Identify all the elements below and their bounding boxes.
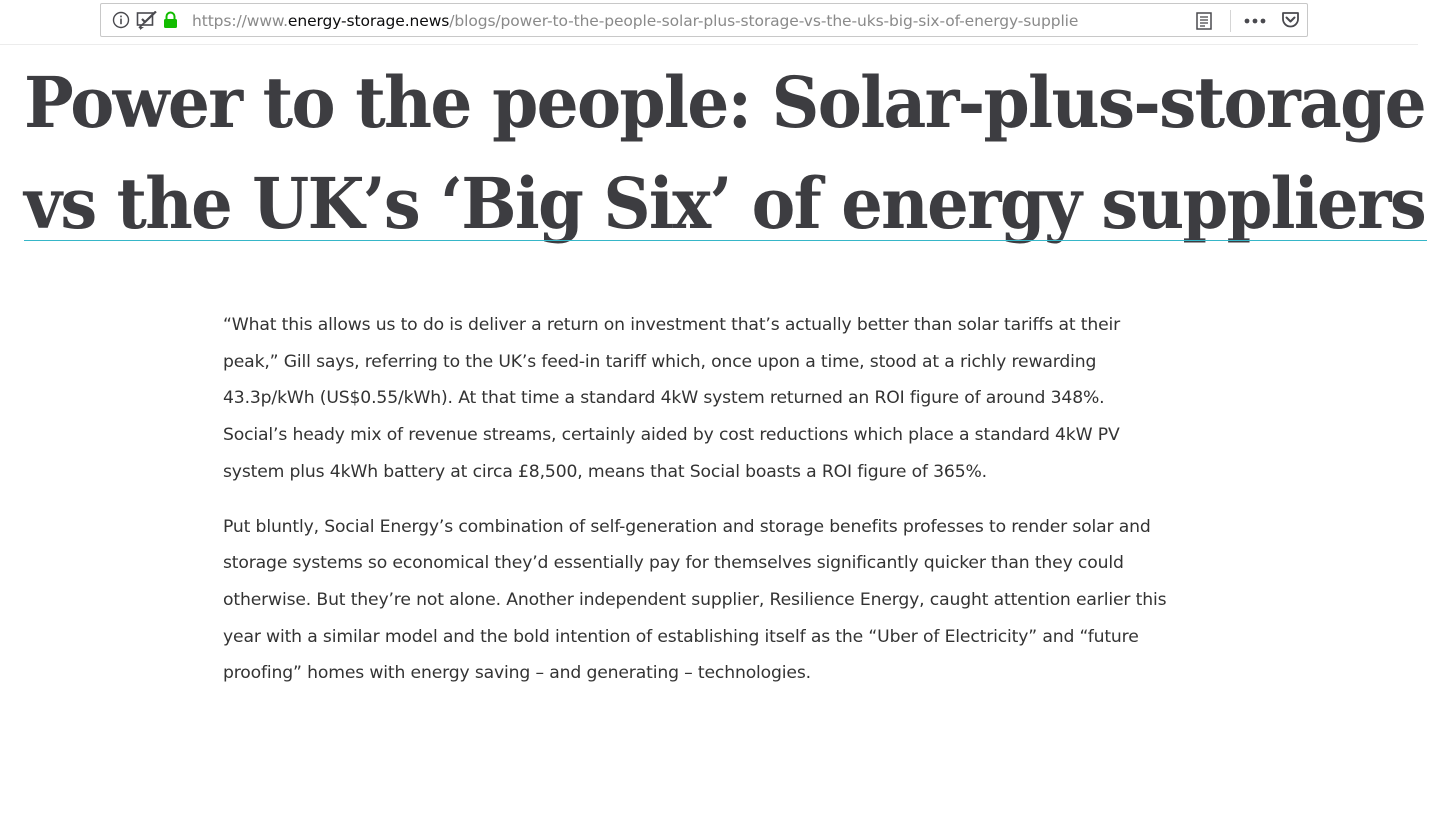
address-bar[interactable]: https://www.energy-storage.news/blogs/po… [100,3,1308,37]
page-actions-icon[interactable] [1244,18,1266,24]
info-icon[interactable] [112,11,130,29]
pocket-icon[interactable] [1281,11,1300,29]
toolbar-bottom-border [0,44,1418,45]
reader-view-icon[interactable] [1196,12,1212,30]
url-domain: energy-storage.news [287,12,450,30]
tracking-protection-icon[interactable] [136,11,158,31]
headline-underline [24,240,1427,241]
url-text[interactable]: https://www.energy-storage.news/blogs/po… [192,12,1079,30]
url-bar-divider [1230,10,1231,32]
article-body: “What this allows us to do is deliver a … [223,307,1168,710]
article-headline: Power to the people: Solar-plus-storage … [24,52,1441,254]
headline-line-2: vs the UK’s ‘Big Six’ of energy supplier… [24,162,1427,245]
article-paragraph: “What this allows us to do is deliver a … [223,315,1121,482]
url-path: /blogs/power-to-the-people-solar-plus-st… [449,12,1079,30]
article-paragraph: Put bluntly, Social Energy’s combination… [223,516,1167,684]
lock-icon[interactable] [162,11,179,29]
headline-line-1: Power to the people: Solar-plus-storage [24,61,1427,144]
